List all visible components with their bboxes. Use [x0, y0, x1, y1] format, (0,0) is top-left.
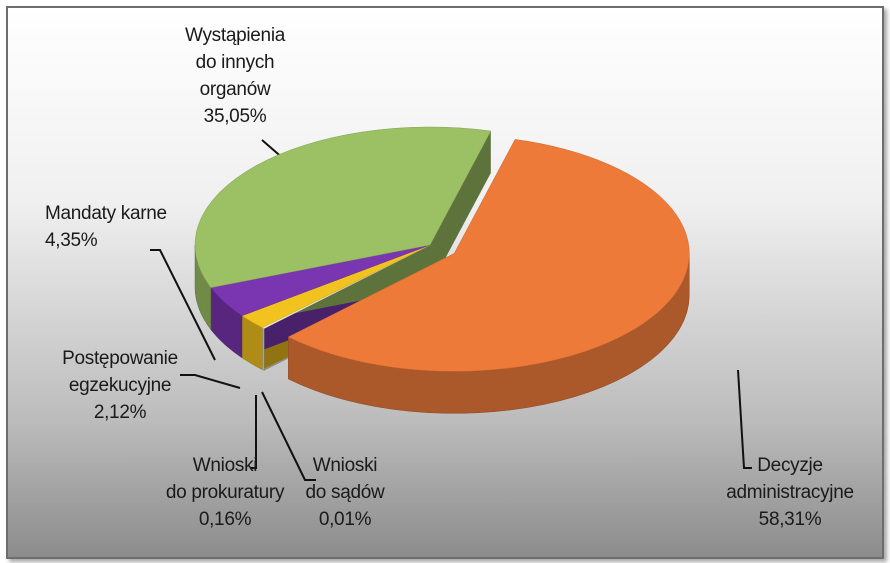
leader-line: [150, 249, 216, 361]
slice-label: Wystąpienia do innych organów 35,05%: [150, 22, 320, 130]
value-label: 58,31%: [758, 509, 822, 530]
slice-label: Wnioski do prokuratury 0,16%: [150, 452, 300, 533]
slice-label: Postępowanie egzekucyjne 2,12%: [40, 345, 200, 426]
leader-line: [250, 395, 257, 469]
value-label: 4,35%: [45, 230, 98, 251]
category-label: Decyzje administracyjne: [726, 455, 854, 503]
category-label: Wnioski do prokuratury: [165, 455, 285, 503]
category-label: Wnioski do sądów: [305, 455, 385, 503]
slice: [194, 126, 492, 288]
leader-line: [261, 391, 316, 481]
value-label: 0,01%: [318, 509, 372, 530]
slice-side: [430, 131, 491, 287]
slice: [287, 139, 690, 372]
value-label: 0,16%: [198, 509, 252, 530]
slice-label: Mandaty karne 4,35%: [45, 200, 195, 254]
slice-label: Wnioski do sądów 0,01%: [290, 452, 400, 533]
category-label: Postępowanie egzekucyjne: [62, 348, 178, 396]
category-label: Wystąpienia do innych organów: [184, 25, 286, 100]
slice-label: Decyzje administracyjne 58,31%: [700, 452, 880, 533]
value-label: 2,12%: [93, 402, 147, 423]
leader-line: [180, 374, 241, 389]
category-label: Mandaty karne: [45, 203, 167, 224]
leader-line: [737, 369, 752, 469]
value-label: 35,05%: [203, 106, 267, 127]
